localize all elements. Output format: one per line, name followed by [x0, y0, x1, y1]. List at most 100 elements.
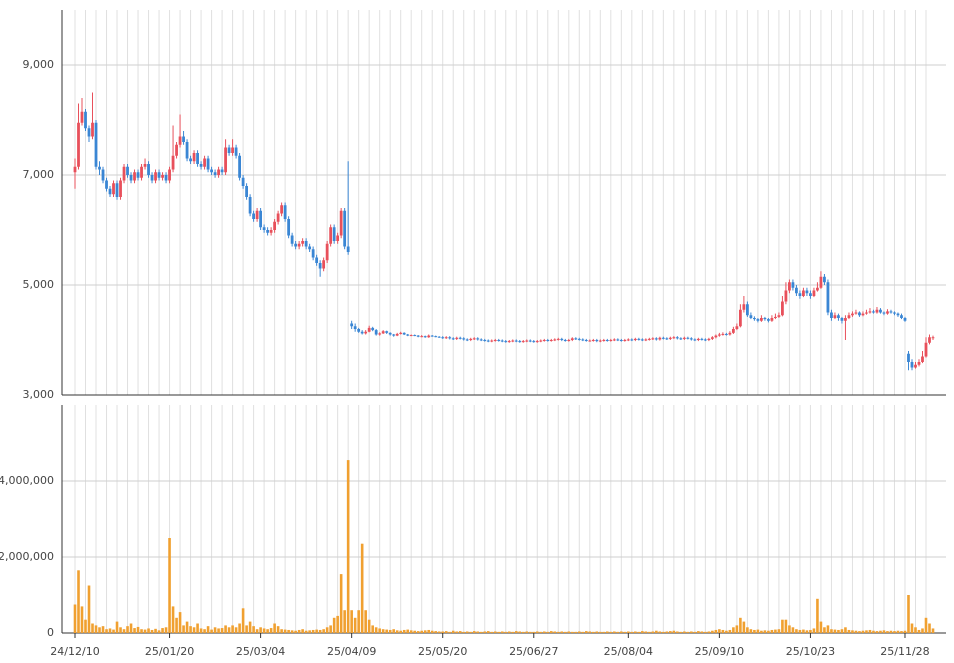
volume-bar: [101, 626, 105, 633]
candle-body: [252, 213, 256, 219]
candle-body: [556, 338, 560, 340]
candle-body: [858, 312, 861, 316]
candle-body: [259, 210, 263, 228]
volume-bar: [504, 631, 508, 633]
candle-body: [588, 340, 592, 342]
candle-body: [479, 339, 483, 341]
candle-body: [879, 309, 882, 313]
candle-body: [493, 340, 497, 341]
volume-bar: [486, 631, 490, 633]
volume-bar: [388, 629, 392, 633]
candle-body: [290, 235, 294, 244]
volume-bar: [924, 617, 928, 633]
volume-bar: [875, 631, 879, 633]
volume-bar: [928, 623, 931, 633]
volume-bar: [416, 631, 420, 633]
candle-body: [168, 169, 171, 181]
volume-bar: [641, 631, 644, 633]
candle-body: [437, 336, 441, 338]
volume-bar: [798, 629, 802, 633]
candle-body: [238, 155, 241, 178]
candle-body: [500, 340, 504, 342]
volume-bar: [921, 628, 924, 633]
volume-bar: [339, 574, 343, 633]
candle-body: [844, 318, 847, 321]
volume-bar: [112, 629, 115, 633]
candle-body: [472, 338, 476, 340]
volume-bar: [563, 631, 567, 633]
volume-bar: [437, 631, 441, 633]
volume-bar: [518, 631, 522, 633]
candle-body: [760, 318, 763, 321]
candle-body: [851, 313, 854, 316]
volume-bar: [634, 631, 637, 633]
volume-bar: [588, 631, 592, 633]
volume-bar: [336, 615, 339, 633]
candle-body: [136, 172, 140, 178]
candle-body: [805, 290, 809, 294]
volume-bar: [175, 617, 178, 633]
volume-bar: [669, 631, 672, 633]
volume-bar: [549, 631, 553, 633]
volume-bar: [833, 629, 837, 633]
volume-bar: [315, 629, 318, 633]
volume-bar: [662, 631, 665, 633]
candle-body: [882, 312, 886, 314]
candle-body: [584, 340, 588, 341]
candle-body: [255, 210, 259, 219]
volume-bar: [774, 629, 777, 633]
volume-bar: [805, 630, 809, 633]
volume-bar: [364, 610, 367, 633]
x-tick-label: 25/05/20: [418, 645, 467, 658]
candle-body: [658, 337, 662, 340]
volume-bar: [528, 631, 532, 633]
volume-bar: [676, 631, 679, 633]
candle-body: [476, 338, 480, 340]
candle-body: [91, 122, 94, 137]
volume-bar: [770, 629, 774, 633]
candle-body: [693, 339, 697, 341]
candle-body: [637, 338, 641, 340]
volume-bar: [742, 621, 746, 633]
volume-bar: [406, 629, 409, 633]
volume-bar: [294, 630, 297, 633]
volume-bar: [161, 628, 164, 633]
volume-bar: [539, 631, 543, 633]
volume-bar: [287, 629, 290, 633]
candle-body: [665, 338, 669, 340]
volume-bar: [469, 631, 473, 633]
volume-bar: [893, 631, 896, 633]
candle-body: [171, 155, 175, 170]
candle-body: [122, 166, 126, 181]
volume-bar: [868, 629, 872, 633]
candle-body: [182, 136, 185, 142]
candle-body: [322, 260, 326, 269]
candle-body: [455, 337, 459, 339]
volume-bar: [381, 629, 385, 633]
y-tick-label: 4,000,000: [0, 474, 54, 487]
candle-body: [294, 243, 298, 247]
candle-body: [581, 339, 585, 341]
volume-bar: [378, 628, 381, 633]
volume-bar: [448, 631, 452, 633]
volume-bar: [613, 631, 616, 633]
candle-body: [798, 293, 802, 296]
candle-body: [679, 338, 683, 340]
volume-bar: [178, 612, 182, 633]
volume-bar: [374, 627, 378, 633]
volume-bar: [889, 630, 893, 633]
candle-body: [98, 166, 101, 170]
volume-bar: [290, 630, 294, 633]
candle-body: [682, 337, 686, 339]
candle-body: [301, 241, 305, 244]
candle-body: [910, 362, 914, 368]
volume-bar: [182, 625, 185, 633]
candle-body: [462, 338, 466, 340]
candle-body: [371, 327, 375, 331]
candle-body: [833, 315, 837, 318]
volume-bar: [679, 631, 683, 633]
volume-bar: [231, 625, 234, 633]
volume-bar: [322, 629, 325, 633]
candle-body: [724, 333, 728, 335]
volume-bar: [616, 631, 620, 633]
